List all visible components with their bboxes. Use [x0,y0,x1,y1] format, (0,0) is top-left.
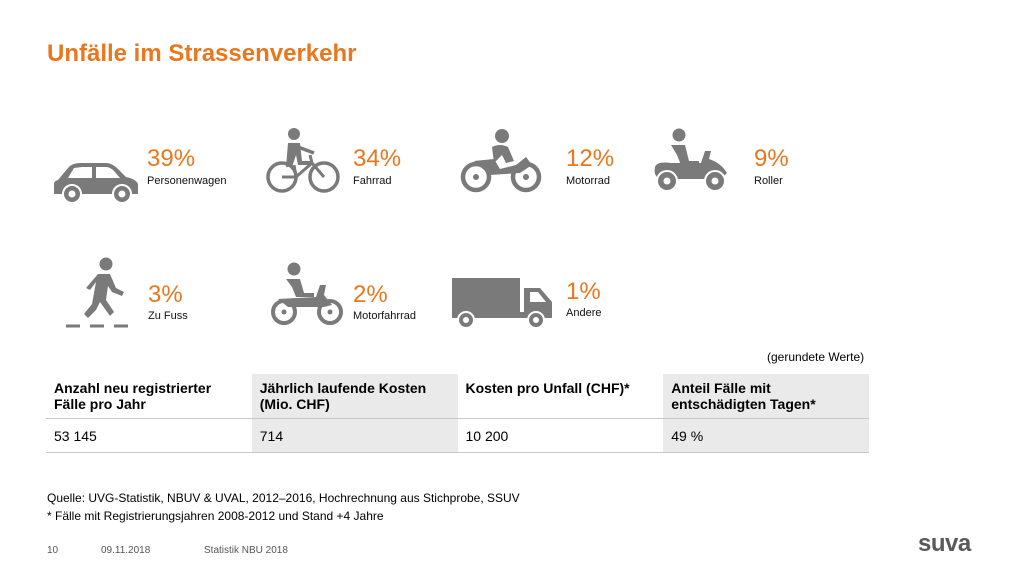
label-fahrrad: Fahrrad [353,175,392,187]
percent-roller: 9% [754,145,789,172]
motorcycle-icon [460,129,542,193]
label-zu-fuss: Zu Fuss [148,310,188,322]
label-motorfahrrad: Motorfahrrad [353,310,416,322]
table-row: 53 145 714 10 200 49 % [46,418,869,453]
label-roller: Roller [754,175,783,187]
header-share-compensated: Anteil Fälle mit entschädigten Tagen* [663,374,869,419]
percent-andere: 1% [566,278,601,305]
value-cases: 53 145 [46,418,252,453]
header-annual-costs: Jährlich laufende Kosten (Mio. CHF) [251,374,458,419]
percent-zu-fuss: 3% [148,281,183,308]
percent-personenwagen: 39% [147,145,196,172]
label-personenwagen: Personenwagen [147,175,227,187]
footnote-text: * Fälle mit Registrierungsjahren 2008-20… [47,509,384,523]
percent-fahrrad: 34% [353,145,402,172]
truck-icon [452,278,552,329]
pedestrian-icon [66,257,128,328]
footer-date: 09.11.2018 [101,545,151,556]
bicycle-icon [266,128,340,193]
label-andere: Andere [566,307,602,319]
source-text: Quelle: UVG-Statistik, NBUV & UVAL, 2012… [47,491,520,505]
source-block: Quelle: UVG-Statistik, NBUV & UVAL, 2012… [47,489,520,525]
page-title: Unfälle im Strassenverkehr [47,40,357,67]
value-share-compensated: 49 % [663,418,869,453]
suva-logo: suva [918,530,971,557]
percent-motorrad: 12% [566,145,615,172]
table-header-row: Anzahl neu registrierter Fälle pro Jahr … [46,374,869,419]
rounding-note: (gerundete Werte) [767,350,865,364]
value-annual-costs: 714 [251,418,458,453]
percent-motorfahrrad: 2% [353,281,388,308]
page-number: 10 [47,545,59,556]
moped-icon [271,262,343,325]
car-icon [54,163,138,204]
label-motorrad: Motorrad [566,175,611,187]
footer-document: Statistik NBU 2018 [204,545,288,556]
header-cases: Anzahl neu registrierter Fälle pro Jahr [46,374,252,419]
cost-table: Anzahl neu registrierter Fälle pro Jahr … [46,374,869,453]
header-cost-per-accident: Kosten pro Unfall (CHF)* [457,374,664,419]
scooter-icon [654,128,727,192]
value-cost-per-accident: 10 200 [457,418,664,453]
